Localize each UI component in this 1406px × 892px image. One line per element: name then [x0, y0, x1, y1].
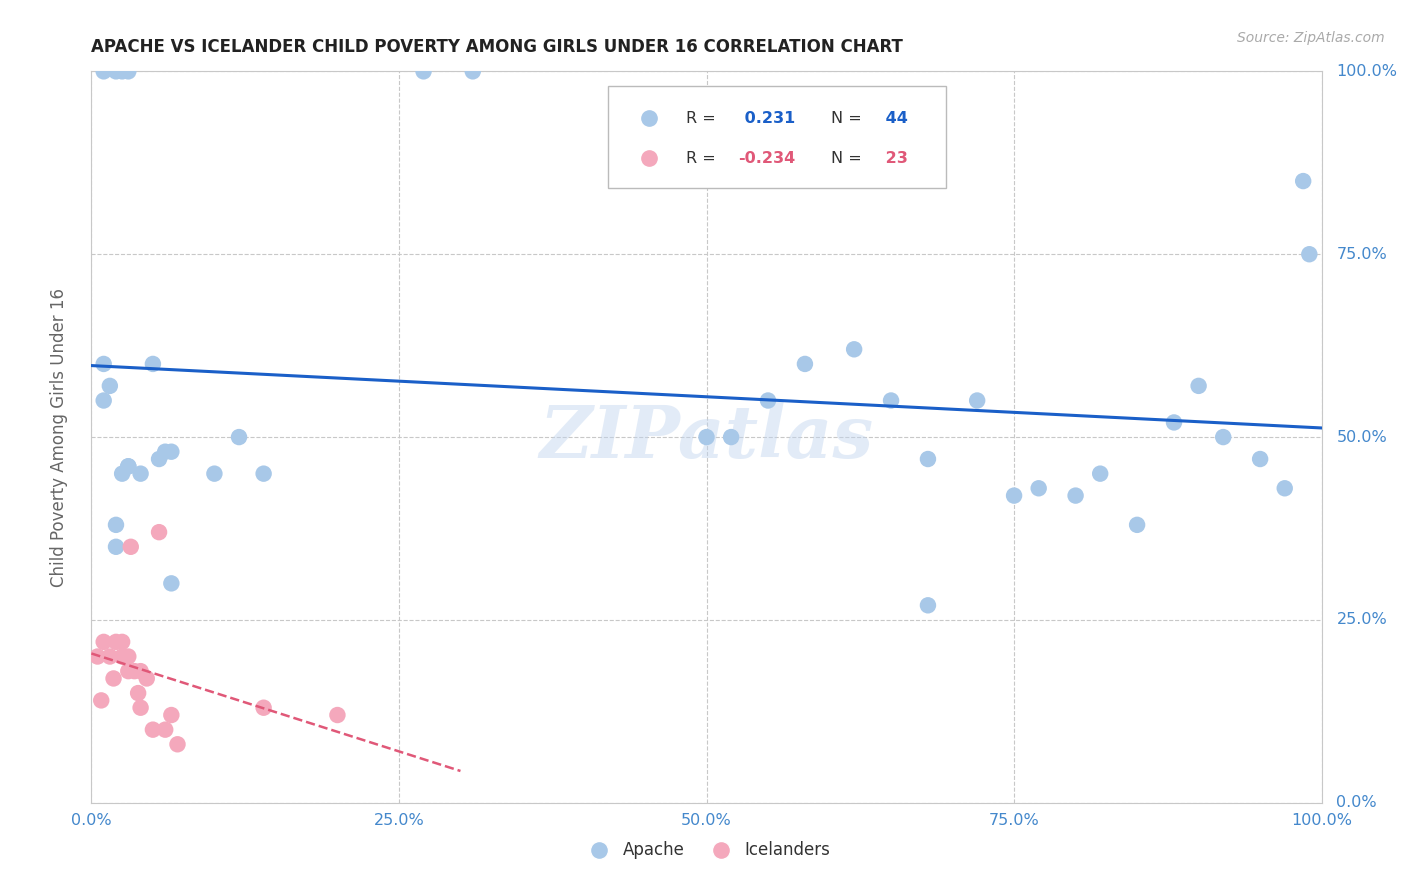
Point [756, 393, 779, 408]
Point [148, 452, 170, 467]
Point [1064, 489, 1087, 503]
Point [142, 357, 165, 371]
Point [129, 700, 152, 714]
Point [153, 444, 177, 458]
FancyBboxPatch shape [607, 86, 946, 188]
Text: APACHE VS ICELANDER CHILD POVERTY AMONG GIRLS UNDER 16 CORRELATION CHART: APACHE VS ICELANDER CHILD POVERTY AMONG … [91, 38, 903, 56]
Point [127, 686, 149, 700]
Point [129, 664, 152, 678]
Point [917, 452, 939, 467]
Y-axis label: Child Poverty Among Girls Under 16: Child Poverty Among Girls Under 16 [49, 287, 67, 587]
Point [1163, 416, 1185, 430]
Point [160, 444, 183, 458]
Text: 0.0%: 0.0% [1336, 796, 1376, 810]
Point [326, 708, 349, 723]
Text: 25.0%: 25.0% [1336, 613, 1388, 627]
Point [253, 700, 276, 714]
Point [966, 393, 988, 408]
Point [1028, 481, 1050, 495]
Text: 23: 23 [880, 151, 908, 166]
Text: ZIPatlas: ZIPatlas [540, 401, 873, 473]
Text: 0.231: 0.231 [738, 111, 794, 126]
Point [105, 635, 127, 649]
Point [105, 64, 127, 78]
Point [1126, 517, 1149, 532]
Point [103, 672, 125, 686]
Point [148, 525, 170, 540]
Point [1298, 247, 1320, 261]
Point [111, 635, 134, 649]
Point [1292, 174, 1315, 188]
Point [98, 649, 121, 664]
Point [412, 64, 434, 78]
Point [117, 459, 139, 474]
Point [1212, 430, 1234, 444]
Point [86, 649, 108, 664]
Point [135, 672, 157, 686]
Point [160, 576, 183, 591]
Text: N =: N = [831, 151, 862, 166]
Text: R =: R = [686, 111, 716, 126]
Text: -0.234: -0.234 [738, 151, 796, 166]
Point [202, 467, 225, 481]
Point [98, 379, 121, 393]
Point [695, 430, 717, 444]
Point [253, 467, 276, 481]
Point [129, 467, 152, 481]
Point [105, 540, 127, 554]
Legend: Apache, Icelanders: Apache, Icelanders [576, 835, 837, 866]
Point [153, 723, 177, 737]
Point [917, 599, 939, 613]
Point [461, 64, 484, 78]
Text: R =: R = [686, 151, 716, 166]
Point [93, 393, 115, 408]
Point [105, 517, 127, 532]
Point [1187, 379, 1209, 393]
Point [117, 649, 139, 664]
Point [120, 540, 142, 554]
Point [1249, 452, 1271, 467]
Point [720, 430, 742, 444]
Point [793, 357, 815, 371]
Point [117, 64, 139, 78]
Text: 50.0%: 50.0% [1336, 430, 1388, 444]
Point [117, 459, 139, 474]
Point [111, 467, 134, 481]
Point [93, 635, 115, 649]
Point [93, 357, 115, 371]
Point [228, 430, 250, 444]
Point [111, 649, 134, 664]
Point [160, 708, 183, 723]
Point [111, 64, 134, 78]
Point [1274, 481, 1296, 495]
Point [880, 393, 903, 408]
Text: N =: N = [831, 111, 862, 126]
Point [124, 664, 146, 678]
Point [166, 737, 188, 751]
Point [842, 343, 865, 357]
Point [142, 723, 165, 737]
Text: 44: 44 [880, 111, 908, 126]
Point [1002, 489, 1025, 503]
Point [1088, 467, 1111, 481]
Text: 75.0%: 75.0% [1336, 247, 1388, 261]
Point [117, 664, 139, 678]
Text: 100.0%: 100.0% [1336, 64, 1398, 78]
Point [90, 693, 112, 707]
Point [93, 64, 115, 78]
Text: Source: ZipAtlas.com: Source: ZipAtlas.com [1237, 31, 1385, 45]
